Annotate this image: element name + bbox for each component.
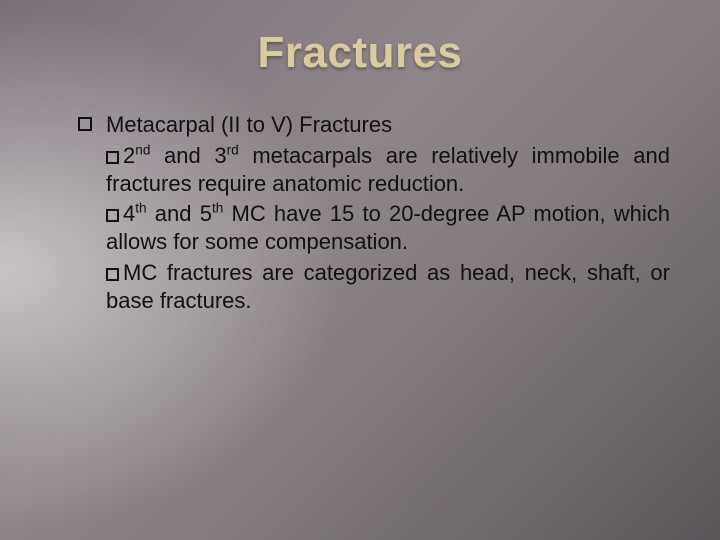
item-text: 4th and 5th MC have 15 to 20-degree AP m… — [106, 201, 670, 254]
heading-row: Metacarpal (II to V) Fractures — [78, 112, 670, 138]
item-text: MC fractures are categorized as head, ne… — [106, 260, 670, 313]
slide-content: Metacarpal (II to V) Fractures 2nd and 3… — [50, 112, 670, 315]
list-item: 4th and 5th MC have 15 to 20-degree AP m… — [106, 200, 670, 256]
square-bullet-icon — [106, 209, 119, 222]
item-text: 2nd and 3rd metacarpals are relatively i… — [106, 143, 670, 196]
sub-list: 2nd and 3rd metacarpals are relatively i… — [78, 142, 670, 315]
list-item: 2nd and 3rd metacarpals are relatively i… — [106, 142, 670, 198]
heading-text: Metacarpal (II to V) Fractures — [106, 112, 392, 138]
square-bullet-icon — [78, 117, 92, 131]
square-bullet-icon — [106, 151, 119, 164]
square-bullet-icon — [106, 268, 119, 281]
slide-title: Fractures — [50, 28, 670, 78]
list-item: MC fractures are categorized as head, ne… — [106, 259, 670, 315]
